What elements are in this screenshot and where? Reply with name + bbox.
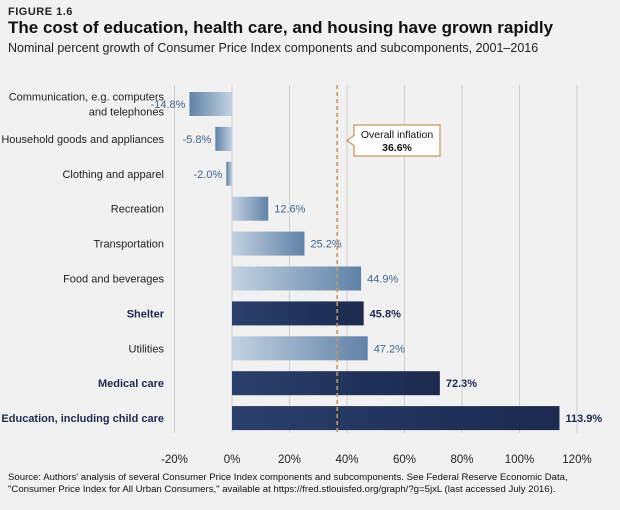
figure-label: FIGURE 1.6 [8,6,73,18]
data-label: 25.2% [310,239,341,251]
data-label: 44.9% [367,274,398,286]
callout-box [345,124,441,157]
data-label: 12.6% [274,204,305,216]
chart-subtitle: Nominal percent growth of Consumer Price… [8,41,539,55]
bar [232,371,440,396]
data-label: 113.9% [565,413,602,425]
data-label: -14.8% [151,99,186,111]
category-label: Household goods and appliances [1,134,164,146]
category-label: Communication, e.g. computers and telepho… [9,92,165,119]
bar [189,92,232,116]
bar [232,231,305,256]
x-tick-label: 40% [335,454,358,466]
category-label: Transportation [93,239,164,251]
category-label: Medical care [98,378,164,390]
bar [232,336,368,361]
category-label: Clothing and apparel [62,169,164,181]
x-tick-label: -20% [161,454,188,466]
data-label: -2.0% [194,169,223,181]
category-label: Education, including child care [1,413,164,425]
x-tick-label: 20% [278,454,301,466]
chart-title: The cost of education, health care, and … [8,18,554,37]
category-label: Food and beverages [63,274,164,286]
callout-label: Overall inflation [361,129,434,141]
data-label: -5.8% [183,134,212,146]
bar [232,266,362,291]
category-label: Recreation [111,204,164,216]
x-tick-label: 60% [393,454,416,466]
bar [226,161,232,186]
data-label: 47.2% [374,343,405,355]
x-tick-label: 120% [562,454,591,466]
bar [232,406,560,431]
category-label: Utilities [129,343,165,355]
bar [215,126,232,151]
x-tick-label: 80% [450,454,473,466]
bar [232,301,364,326]
source-note: Source: Authors' analysis of several Con… [8,472,568,495]
data-label: 72.3% [446,378,477,390]
x-tick-label: 100% [505,454,534,466]
bar [232,196,269,221]
callout-value: 36.6% [382,142,412,154]
category-label: Shelter [127,308,165,320]
x-tick-label: 0% [224,454,241,466]
data-label: 45.8% [370,308,401,320]
